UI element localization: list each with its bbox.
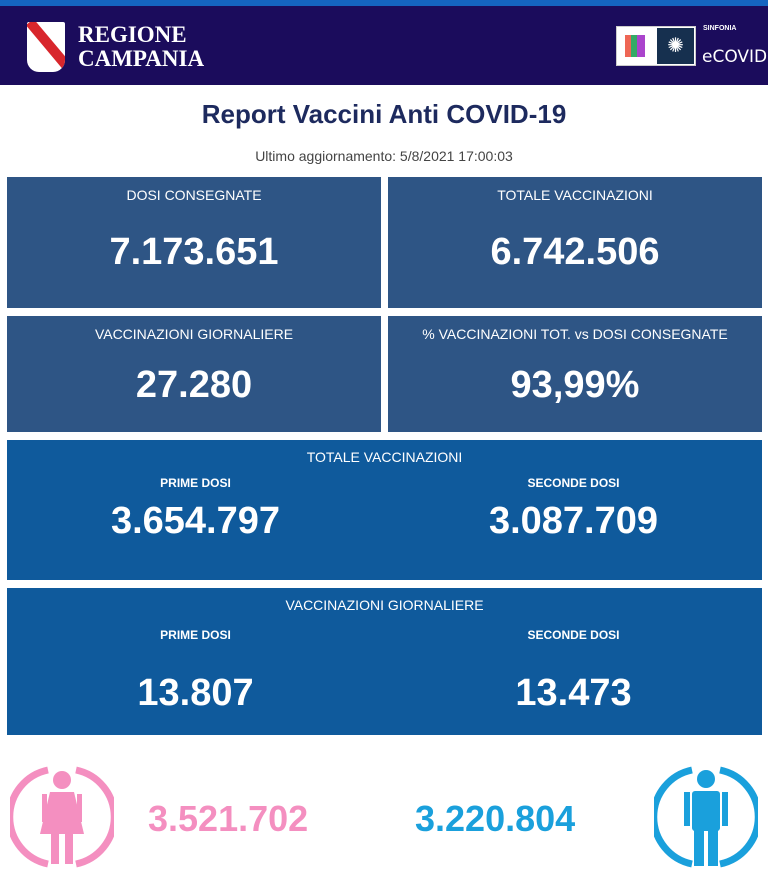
sinfonia-logo: ✺: [616, 26, 696, 66]
card-percentuale: % VACCINAZIONI TOT. vs DOSI CONSEGNATE 93…: [388, 316, 762, 432]
logo-small-text: SINFONIA: [703, 25, 737, 32]
last-update: Ultimo aggiornamento: 5/8/2021 17:00:03: [255, 148, 513, 164]
header: REGIONE CAMPANIA ✺ SINFONIA eCOVID: [0, 6, 768, 85]
totale-vaccinazioni-panel: TOTALE VACCINAZIONI PRIME DOSI 3.654.797 …: [7, 440, 762, 580]
page-title: Report Vaccini Anti COVID-19: [201, 99, 567, 129]
male-count: 3.220.804: [415, 798, 576, 839]
card-totale-vaccinazioni: TOTALE VACCINAZIONI 6.742.506: [388, 177, 762, 308]
logo-text: eCOVID: [702, 47, 768, 67]
region-name: REGIONE CAMPANIA: [78, 22, 205, 71]
male-icon: [654, 766, 758, 868]
top-strip: [0, 0, 768, 6]
virus-icon: ✺: [657, 28, 694, 64]
female-icon: [10, 766, 114, 868]
female-count: 3.521.702: [148, 798, 309, 839]
card-vaccinazioni-giornaliere: VACCINAZIONI GIORNALIERE 27.280: [7, 316, 381, 432]
region-crest-logo: [27, 22, 65, 72]
card-dosi-consegnate: DOSI CONSEGNATE 7.173.651: [7, 177, 381, 308]
vaccinazioni-giornaliere-panel: VACCINAZIONI GIORNALIERE PRIME DOSI 13.80…: [7, 588, 762, 735]
